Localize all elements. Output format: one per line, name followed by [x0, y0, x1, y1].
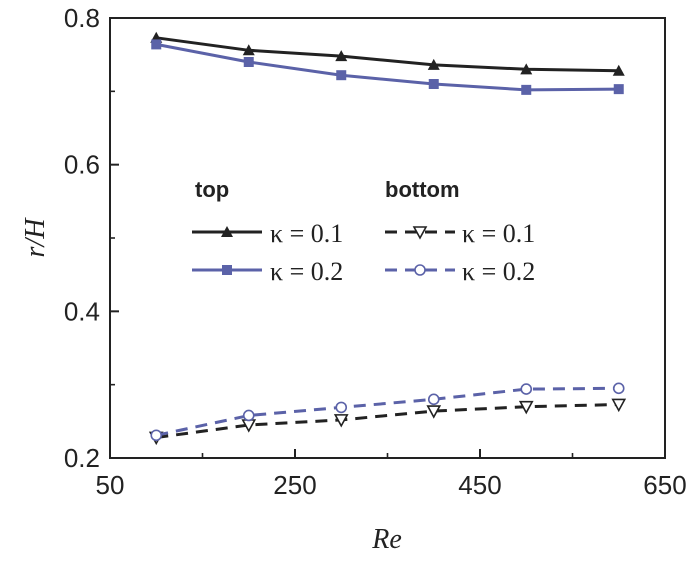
x-tick-label: 50: [96, 470, 125, 500]
data-point-top-1: [336, 70, 347, 81]
data-point-bottom-3: [427, 393, 440, 406]
x-tick-label: 650: [643, 470, 686, 500]
legend-marker-top-k02: [222, 265, 232, 275]
series-line-top-1: [156, 42, 619, 92]
series-line-top-0: [156, 36, 619, 73]
data-point-bottom-2: [426, 405, 442, 419]
data-point-bottom-3: [335, 401, 348, 414]
data-point-top-0: [242, 44, 255, 56]
data-point-top-1: [613, 84, 624, 95]
data-point-top-1: [151, 39, 162, 50]
y-tick-label: 0.2: [64, 443, 100, 473]
data-point-top-0: [612, 64, 625, 76]
legend-marker-bottom-k02: [414, 264, 426, 276]
data-point-top-1: [521, 84, 532, 95]
data-point-bottom-3: [520, 383, 533, 395]
tick-labels: 50 250 450 650 0.2 0.4 0.6 0.8: [64, 3, 687, 500]
legend-group-bottom: bottom: [385, 177, 460, 202]
data-point-bottom-3: [242, 409, 255, 422]
x-tick-label: 450: [458, 470, 501, 500]
legend-marker-top-k01: [221, 226, 233, 237]
data-point-bottom-2: [611, 398, 627, 413]
y-tick-label: 0.6: [64, 150, 100, 180]
data-point-bottom-2: [518, 400, 534, 415]
axis-ticks: [109, 17, 666, 459]
data-point-top-1: [243, 57, 254, 67]
data-point-top-0: [427, 58, 440, 70]
data-point-bottom-2: [333, 414, 349, 428]
y-tick-label: 0.8: [64, 3, 100, 33]
x-tick-label: 250: [273, 470, 316, 500]
legend: top bottom κ = 0.1 κ = 0.2 κ = 0.1 κ = 0…: [192, 177, 535, 286]
legend-label-bottom-k02: κ = 0.2: [462, 257, 535, 286]
series-layer: [148, 31, 627, 446]
data-point-bottom-3: [612, 382, 625, 395]
series-line-bottom-2: [156, 403, 619, 439]
data-point-top-1: [428, 79, 439, 89]
legend-label-bottom-k01: κ = 0.1: [462, 219, 535, 248]
legend-group-top: top: [195, 177, 229, 202]
plot-frame: [109, 17, 666, 459]
x-axis-title: Re: [371, 524, 402, 555]
y-axis-title: r/H: [20, 217, 51, 258]
legend-label-top-k02: κ = 0.2: [270, 257, 343, 286]
series-line-bottom-3: [155, 386, 619, 437]
y-tick-label: 0.4: [64, 296, 100, 326]
data-point-top-0: [520, 63, 533, 75]
legend-marker-bottom-k01: [412, 226, 428, 240]
data-point-top-0: [335, 50, 348, 62]
legend-label-top-k01: κ = 0.1: [270, 219, 343, 248]
data-point-bottom-3: [150, 429, 163, 442]
